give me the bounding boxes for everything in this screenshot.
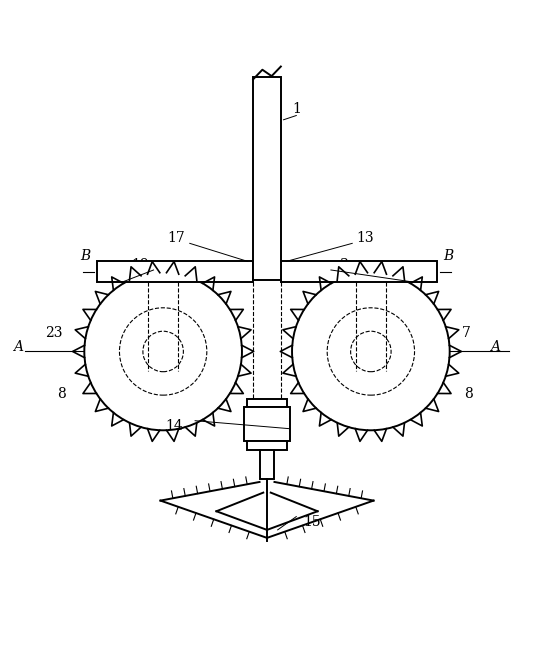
Text: 17: 17 [168, 231, 185, 245]
Text: 7: 7 [462, 326, 471, 340]
Text: A: A [490, 340, 500, 354]
Text: 23: 23 [45, 326, 62, 340]
Text: B: B [80, 249, 90, 263]
Text: 13: 13 [357, 231, 374, 245]
Circle shape [292, 272, 450, 430]
Bar [247, 399, 287, 407]
Text: 14: 14 [165, 419, 183, 433]
Text: 5: 5 [354, 269, 363, 282]
Text: 8: 8 [464, 387, 473, 401]
Bar [247, 441, 287, 450]
Bar [97, 261, 253, 282]
Text: 3: 3 [340, 257, 349, 272]
Text: B: B [443, 249, 453, 263]
Text: 1: 1 [292, 102, 301, 116]
Text: 15: 15 [303, 515, 321, 529]
Circle shape [84, 272, 242, 430]
Text: A: A [13, 340, 23, 354]
Text: 8: 8 [58, 387, 66, 401]
Text: 19: 19 [131, 257, 149, 272]
Bar [253, 77, 281, 280]
Bar [260, 450, 274, 479]
Text: 25: 25 [96, 269, 113, 282]
Bar [281, 261, 437, 282]
Bar [245, 407, 289, 441]
